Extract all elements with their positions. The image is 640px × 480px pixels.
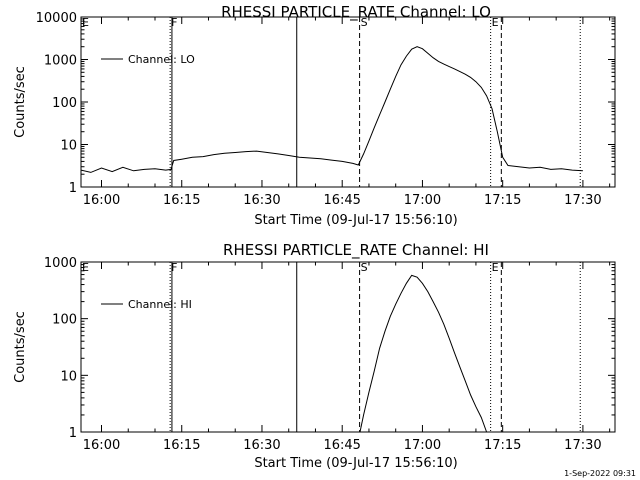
x-tick-label-hi: 17:30 — [564, 438, 601, 453]
time-marker-label-lo: E — [492, 16, 499, 29]
x-tick-label-lo: 17:30 — [564, 193, 601, 208]
x-tick-label-hi: 16:00 — [83, 438, 120, 453]
y-tick-label-hi: 1000 — [44, 256, 77, 271]
x-tick-label-hi: 17:00 — [404, 438, 441, 453]
x-tick-label-hi: 16:30 — [243, 438, 280, 453]
x-tick-label-hi: 16:45 — [323, 438, 360, 453]
y-tick-label-lo: 100 — [52, 96, 77, 111]
axes-frame-hi — [80, 261, 616, 433]
y-tick-label-hi: 1 — [69, 426, 77, 441]
x-tick-label-lo: 16:30 — [243, 193, 280, 208]
x-tick-label-lo: 16:00 — [83, 193, 120, 208]
time-marker-label-hi: E — [492, 261, 499, 274]
x-axis-label-hi: Start Time (09-Jul-17 15:56:10) — [254, 456, 457, 471]
x-tick-label-lo: 16:45 — [323, 193, 360, 208]
y-tick-label-lo: 1000 — [44, 54, 77, 69]
time-marker-label-hi: S — [361, 261, 368, 274]
series-line-lo — [81, 46, 583, 173]
x-tick-label-hi: 17:15 — [484, 438, 521, 453]
series-line-hi — [359, 274, 488, 432]
y-tick-label-lo: 10 — [60, 139, 77, 154]
x-tick-label-lo: 16:15 — [163, 193, 200, 208]
y-axis-label-hi: Counts/sec — [13, 311, 28, 383]
x-tick-label-lo: 17:15 — [484, 193, 521, 208]
time-marker-label-lo: E — [82, 16, 89, 29]
time-marker-label-lo: S — [361, 16, 368, 29]
x-tick-label-hi: 16:15 — [163, 438, 200, 453]
chart-title-hi: RHESSI PARTICLE_RATE Channel: HI — [223, 241, 489, 260]
x-tick-label-lo: 17:00 — [404, 193, 441, 208]
time-marker-label-hi: E — [82, 261, 89, 274]
y-axis-label-lo: Counts/sec — [13, 66, 28, 138]
y-tick-label-hi: 10 — [60, 369, 77, 384]
y-tick-label-lo: 10000 — [36, 11, 77, 26]
x-axis-label-lo: Start Time (09-Jul-17 15:56:10) — [254, 213, 457, 228]
time-marker-label-lo: F — [171, 16, 177, 29]
time-marker-label-hi: F — [171, 261, 177, 274]
legend-label-lo: Channel: LO — [128, 53, 195, 66]
y-tick-label-hi: 100 — [52, 313, 77, 328]
legend-label-hi: Channel: HI — [128, 298, 192, 311]
timestamp: 1-Sep-2022 09:31 — [564, 469, 636, 478]
y-tick-label-lo: 1 — [69, 181, 77, 196]
